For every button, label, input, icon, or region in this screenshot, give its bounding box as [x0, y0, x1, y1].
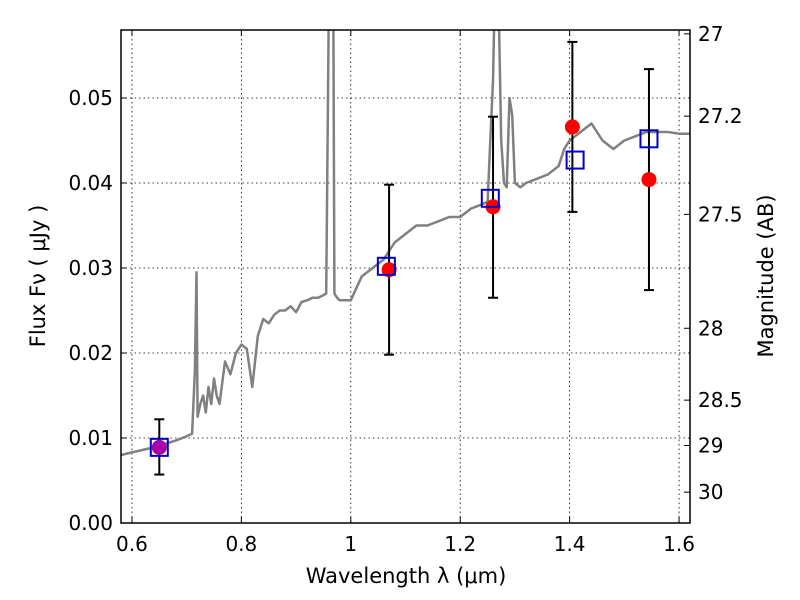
right-tick-label: 30: [698, 480, 723, 504]
synthetic-point: [639, 129, 659, 149]
right-tick-label: 28.5: [698, 388, 743, 412]
synthetic-point: [376, 256, 396, 276]
synthetic-point: [480, 188, 500, 208]
grid-layer: [121, 30, 690, 524]
synthetic-point: [565, 150, 585, 170]
observed-point: [564, 119, 580, 135]
y-tick-label: 0.04: [68, 171, 113, 195]
observed-point: [151, 439, 167, 455]
axis-layer: 0.6 0.8 1 1.2 1.4 1.6 0.00 0.01 0.02 0.03 0.04 0.05…: [68, 22, 742, 556]
right-tick-label: 29: [698, 433, 723, 457]
y-tick-label: 0.03: [68, 256, 113, 280]
x-tick-label: 0.6: [116, 532, 148, 556]
x-tick-label: 1: [344, 532, 357, 556]
y-tick-label: 0.02: [68, 341, 113, 365]
plot-frame: [120, 29, 691, 524]
right-tick-label: 27: [698, 22, 723, 46]
synthetic-point: [149, 437, 169, 457]
right-tick-label: 28: [698, 316, 723, 340]
observed-point: [641, 172, 657, 188]
observed-point: [381, 262, 397, 278]
y-axis-label: Flux Fν ( μJy ): [26, 205, 50, 348]
x-tick-label: 1.4: [554, 532, 586, 556]
y-tick-label: 0.00: [68, 511, 113, 535]
data-layer: [121, 30, 690, 476]
x-tick-label: 1.6: [663, 532, 695, 556]
model-spectrum-line: [121, 30, 690, 457]
right-tick-label: 27.5: [698, 202, 743, 226]
x-tick-label: 0.8: [225, 532, 257, 556]
x-axis-label: Wavelength λ (μm): [306, 564, 507, 588]
right-axis-label: Magnitude (AB): [754, 194, 778, 357]
y-tick-label: 0.01: [68, 426, 113, 450]
right-tick-label: 27.2: [698, 104, 743, 128]
y-tick-label: 0.05: [68, 86, 113, 110]
x-tick-label: 1.2: [444, 532, 476, 556]
